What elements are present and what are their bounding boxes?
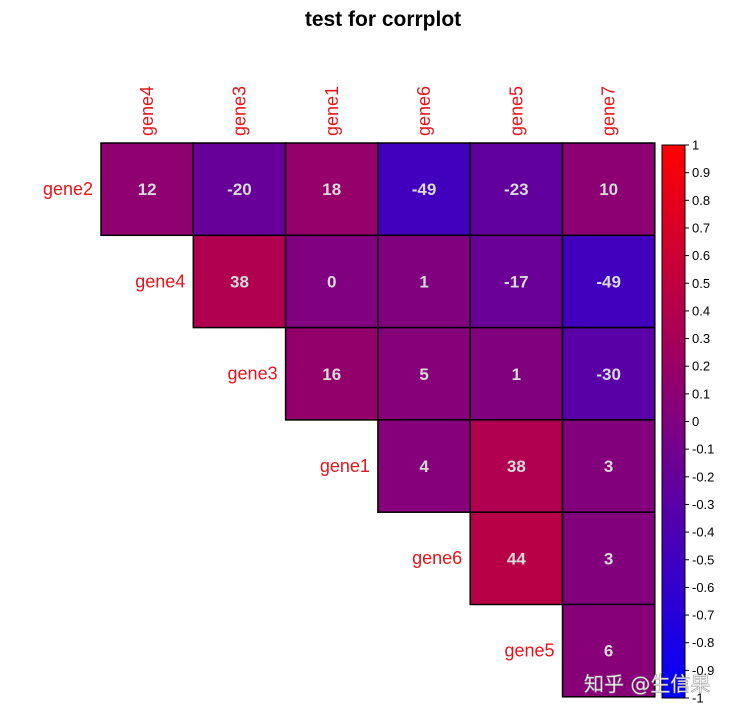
cell-value: 38 <box>507 457 526 476</box>
colorbar-tick-label: -0.2 <box>692 469 714 484</box>
colorbar-tick-label: -0.6 <box>692 580 714 595</box>
heatmap-cell <box>561 603 656 698</box>
colorbar-tick-label: -0.3 <box>692 497 714 512</box>
heatmap-cell <box>284 142 379 237</box>
colorbar-tick-label: -0.1 <box>692 442 714 457</box>
cell-value: -23 <box>504 180 529 199</box>
column-label: gene5 <box>506 86 526 136</box>
column-label: gene7 <box>599 86 619 136</box>
cell-value: 3 <box>604 457 613 476</box>
colorbar-tick-label: 0.5 <box>692 276 710 291</box>
watermark-text: 知乎 @生信果 <box>584 672 710 696</box>
colorbar-tick-label: -0.7 <box>692 608 714 623</box>
cell-value: -17 <box>504 272 529 291</box>
cell-value: 1 <box>419 272 428 291</box>
colorbar-tick-label: -0.4 <box>692 525 714 540</box>
colorbar-tick-label: 0 <box>692 414 699 429</box>
cell-value: 16 <box>322 365 341 384</box>
colorbar-tick-label: -0.5 <box>692 552 714 567</box>
cell-value: 1 <box>512 365 521 384</box>
colorbar-tick-label: -0.9 <box>692 663 714 678</box>
cell-value: 38 <box>230 272 249 291</box>
column-label: gene1 <box>322 86 342 136</box>
heatmap-cell <box>469 511 564 606</box>
colorbar-tick-label: 0.2 <box>692 359 710 374</box>
heatmap-cell <box>377 419 471 513</box>
column-label: gene4 <box>137 86 157 136</box>
colorbar-gradient <box>661 144 686 699</box>
cell-value: 6 <box>604 642 613 661</box>
cell-value: 12 <box>138 180 157 199</box>
cell-value: 5 <box>419 365 428 384</box>
heatmap-cell <box>192 234 287 329</box>
row-label: gene5 <box>504 641 554 661</box>
row-label: gene3 <box>228 364 278 384</box>
cell-value: 0 <box>327 272 336 291</box>
colorbar-tick-label: 0.1 <box>692 386 710 401</box>
colorbar-tick-label: 0.9 <box>692 165 710 180</box>
cell-value: 44 <box>507 549 526 568</box>
colorbar-tick-label: -1 <box>692 691 704 706</box>
heatmap-cell <box>469 419 564 513</box>
heatmap-cell <box>100 142 195 237</box>
cell-value: -30 <box>596 365 621 384</box>
colorbar-tick-label: 0.3 <box>692 331 710 346</box>
colorbar-tick-label: 1 <box>692 138 699 153</box>
cell-value: -20 <box>227 180 252 199</box>
row-label: gene4 <box>135 271 185 291</box>
cell-value: -49 <box>596 272 621 291</box>
heatmap-cell <box>561 511 656 606</box>
heatmap-cell <box>192 142 287 237</box>
colorbar-tick-label: 0.7 <box>692 220 710 235</box>
row-label: gene6 <box>412 548 462 568</box>
heatmap-cell <box>469 326 564 421</box>
heatmap-cells: 12 -20 18 -49 -23 10 38 0 1 -17 -49 16 5 1 -30 4 38 3 44 3 6 <box>100 142 656 698</box>
heatmap-cell <box>469 234 564 329</box>
cell-value: 3 <box>604 549 613 568</box>
colorbar-tick-label: -0.8 <box>692 635 714 650</box>
row-label: gene1 <box>320 456 370 476</box>
column-label: gene6 <box>414 86 434 136</box>
heatmap-cell <box>284 234 379 329</box>
column-labels: gene4 gene3 gene1 gene6 gene5 gene7 <box>137 86 619 136</box>
cell-value: -49 <box>412 180 437 199</box>
cell-value: 10 <box>599 180 618 199</box>
heatmap-cell <box>561 419 656 513</box>
heatmap-cell <box>561 142 656 237</box>
colorbar-tick-label: 0.4 <box>692 303 710 318</box>
chart-title: test for corrplot <box>305 8 461 31</box>
colorbar: 1 0.9 0.8 0.7 0.6 0.5 0.4 0.3 0.2 0.1 0 -0.1 -0.2 -0.… <box>661 138 714 706</box>
colorbar-tick-label: 0.6 <box>692 248 710 263</box>
row-label: gene2 <box>43 179 93 199</box>
heatmap-cell <box>561 234 656 329</box>
column-label: gene3 <box>229 86 249 136</box>
row-labels: gene2 gene4 gene3 gene1 gene6 gene5 <box>43 179 555 661</box>
cell-value: 4 <box>419 457 429 476</box>
colorbar-tick-label: 0.8 <box>692 193 710 208</box>
cell-value: 18 <box>322 180 341 199</box>
heatmap-cell <box>284 326 379 421</box>
